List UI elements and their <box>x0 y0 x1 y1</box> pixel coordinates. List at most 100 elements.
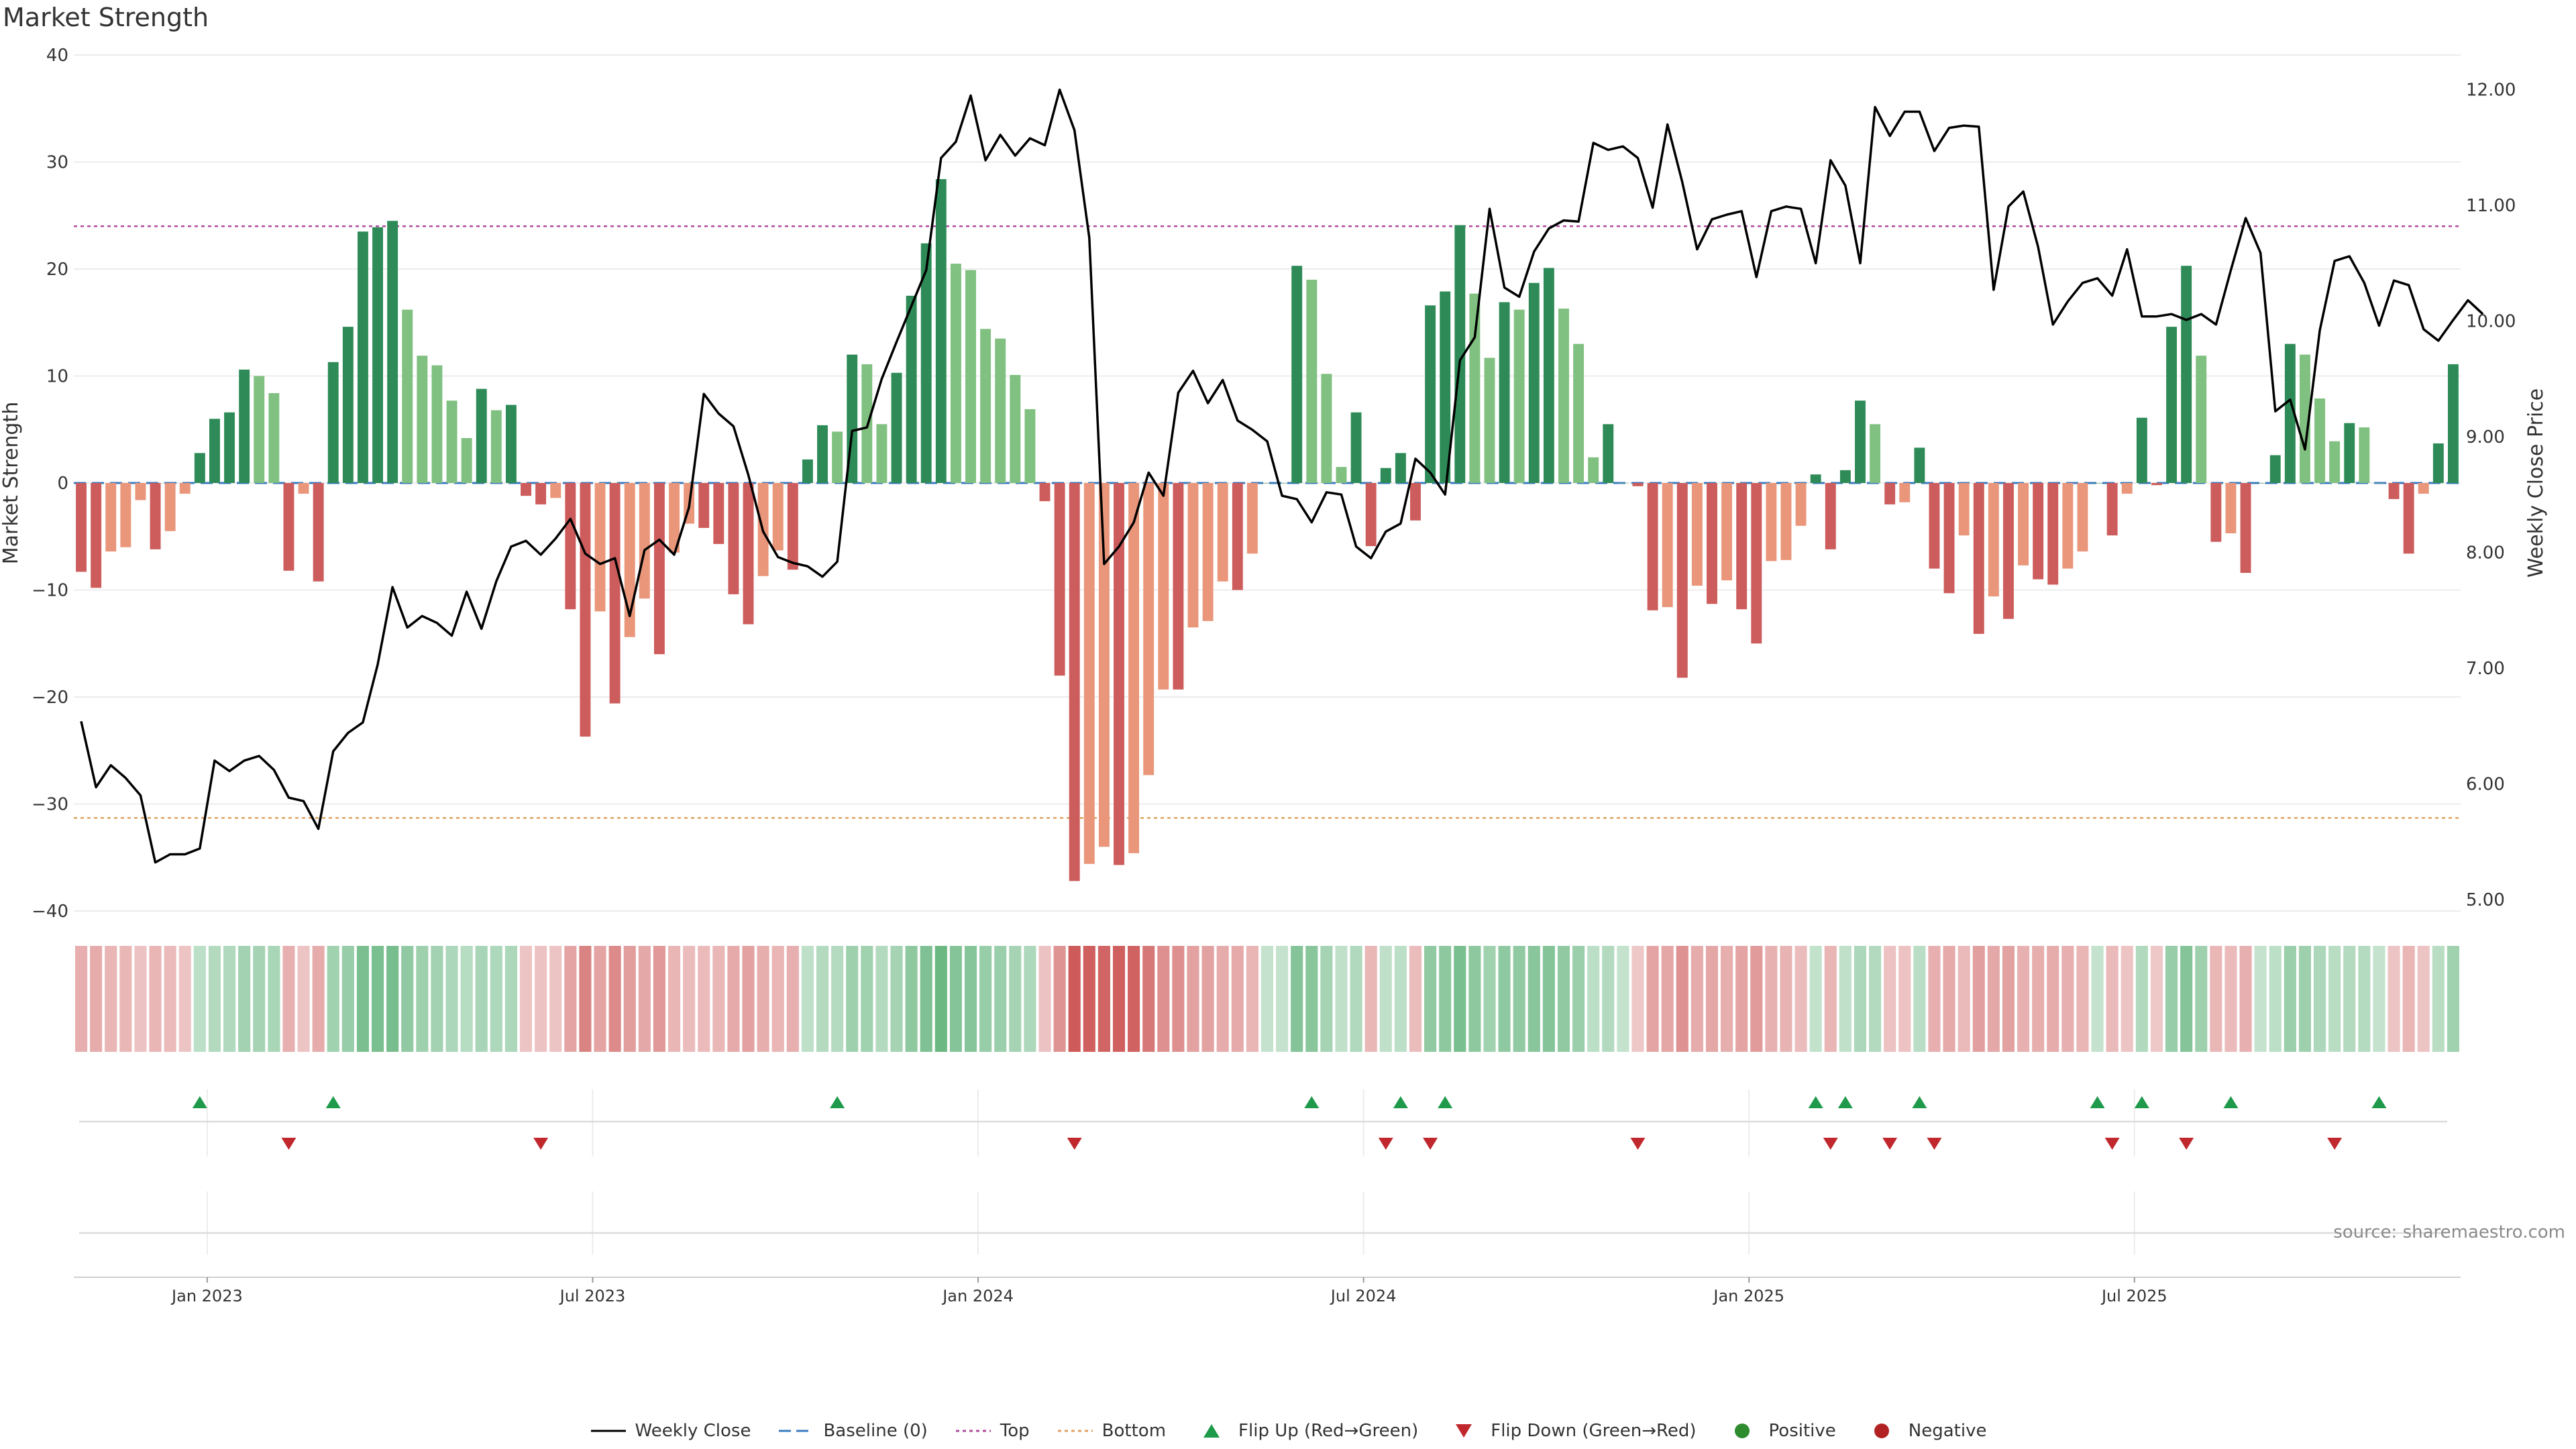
heatmap-cell <box>2358 946 2371 1052</box>
legend-item-baseline[interactable]: Baseline (0) <box>777 1421 928 1441</box>
flip-down-marker <box>1067 1138 1082 1150</box>
legend-item-bottom[interactable]: Bottom <box>1057 1421 1166 1441</box>
heatmap-cell <box>667 946 681 1052</box>
strength-bar <box>239 369 250 483</box>
legend-label: Weekly Close <box>635 1421 751 1441</box>
heatmap-cell <box>1646 946 1659 1052</box>
heatmap-cell <box>238 946 251 1052</box>
circle-icon <box>1734 1424 1750 1438</box>
strength-bar <box>2003 483 2014 619</box>
legend-item-flip-up[interactable]: Flip Up (Red→Green) <box>1193 1421 1418 1441</box>
strength-bar <box>1024 409 1036 483</box>
strength-bar <box>2106 483 2118 536</box>
strength-bar <box>2062 483 2074 569</box>
heatmap-cell <box>1513 946 1525 1052</box>
heatmap-cell <box>1690 946 1703 1052</box>
strength-bar <box>669 483 680 553</box>
heatmap-cell <box>386 946 399 1052</box>
dotted-line-icon <box>955 1430 991 1432</box>
strength-bar <box>2136 417 2147 483</box>
heatmap-cell <box>1142 946 1155 1052</box>
strength-bar <box>446 400 458 483</box>
heatmap-cell <box>1053 946 1066 1052</box>
heatmap-cell <box>2224 946 2237 1052</box>
flip-down-marker <box>1927 1138 1942 1150</box>
heatmap-cell <box>535 946 547 1052</box>
strength-bar <box>2181 266 2192 483</box>
strength-bar <box>431 365 443 483</box>
strength-bar <box>1083 483 1095 864</box>
heatmap-cell <box>356 946 369 1052</box>
y2-tick-label: 5.00 <box>2466 890 2505 910</box>
strength-bar <box>2388 483 2400 499</box>
strength-bar <box>980 329 991 483</box>
heatmap-cell <box>119 946 132 1052</box>
strength-bar <box>920 243 932 483</box>
strength-bar <box>1395 453 1406 483</box>
strength-bar <box>1410 483 1421 521</box>
legend-item-positive[interactable]: Positive <box>1723 1421 1836 1441</box>
strength-bar <box>1306 279 1318 483</box>
heatmap-cell <box>2165 946 2178 1052</box>
strength-heatmap-strip <box>74 946 2460 1052</box>
strength-bar <box>2166 327 2178 483</box>
heatmap-cell <box>1527 946 1540 1052</box>
strength-bar <box>91 483 102 588</box>
strength-bar <box>1098 483 1110 847</box>
heatmap-cell <box>1201 946 1214 1052</box>
strength-bar <box>402 309 413 483</box>
strength-bar <box>1528 282 1540 483</box>
legend-item-flip-down[interactable]: Flip Down (Green→Red) <box>1445 1421 1697 1441</box>
y-tick-label: −20 <box>32 688 68 708</box>
y-tick-label: 40 <box>46 46 68 66</box>
strength-bar <box>1513 309 1525 483</box>
y2-tick-label: 8.00 <box>2466 543 2505 563</box>
strength-bar <box>1054 483 1065 676</box>
legend-item-negative[interactable]: Negative <box>1863 1421 1986 1441</box>
strength-bar <box>2047 483 2059 585</box>
legend-label: Baseline (0) <box>823 1421 928 1441</box>
strength-bar <box>150 483 161 549</box>
heatmap-cell <box>1794 946 1807 1052</box>
strength-bar <box>298 483 309 494</box>
circle-icon <box>1874 1424 1889 1438</box>
heatmap-cell <box>371 946 384 1052</box>
strength-bar <box>283 483 294 571</box>
heatmap-cell <box>1957 946 1970 1052</box>
heatmap-cell <box>1409 946 1422 1052</box>
strength-bar <box>1647 483 1658 610</box>
heatmap-cell <box>875 946 888 1052</box>
heatmap-cell <box>2002 946 2015 1052</box>
heatmap-cell <box>608 946 621 1052</box>
heatmap-cell <box>490 946 502 1052</box>
strength-bar <box>194 453 205 483</box>
heatmap-cell <box>831 946 844 1052</box>
strength-bar <box>1573 343 1585 483</box>
heatmap-cell <box>1750 946 1763 1052</box>
strength-bar <box>2329 441 2341 483</box>
strength-bar <box>357 231 368 483</box>
strength-bar <box>2077 483 2088 552</box>
axes: 40 30 20 10 0 −10 −20 −30 −40 12.00 11.00 10.00 9.00… <box>0 46 2548 1305</box>
heatmap-cell <box>564 946 577 1052</box>
strength-bar <box>2225 483 2237 533</box>
strength-bar <box>743 483 754 625</box>
strength-bar <box>698 483 710 528</box>
strength-bar <box>1558 309 1569 483</box>
strength-bar <box>1069 483 1080 881</box>
heatmap-cell <box>1246 946 1258 1052</box>
heatmap-cell <box>401 946 414 1052</box>
legend-item-weekly-close[interactable]: Weekly Close <box>590 1421 751 1441</box>
strength-bar <box>1825 483 1836 549</box>
heatmap-cell <box>549 946 562 1052</box>
strength-bar <box>1440 291 1451 483</box>
strength-bar <box>1039 483 1051 502</box>
heatmap-cell <box>653 946 665 1052</box>
flip-up-marker <box>1808 1096 1823 1108</box>
strength-bar <box>2447 364 2459 483</box>
strength-bar <box>1202 483 1214 621</box>
heatmap-cell <box>2298 946 2312 1052</box>
legend-item-top[interactable]: Top <box>955 1421 1030 1441</box>
strength-bar <box>1617 483 1629 484</box>
strength-bar <box>179 483 191 494</box>
